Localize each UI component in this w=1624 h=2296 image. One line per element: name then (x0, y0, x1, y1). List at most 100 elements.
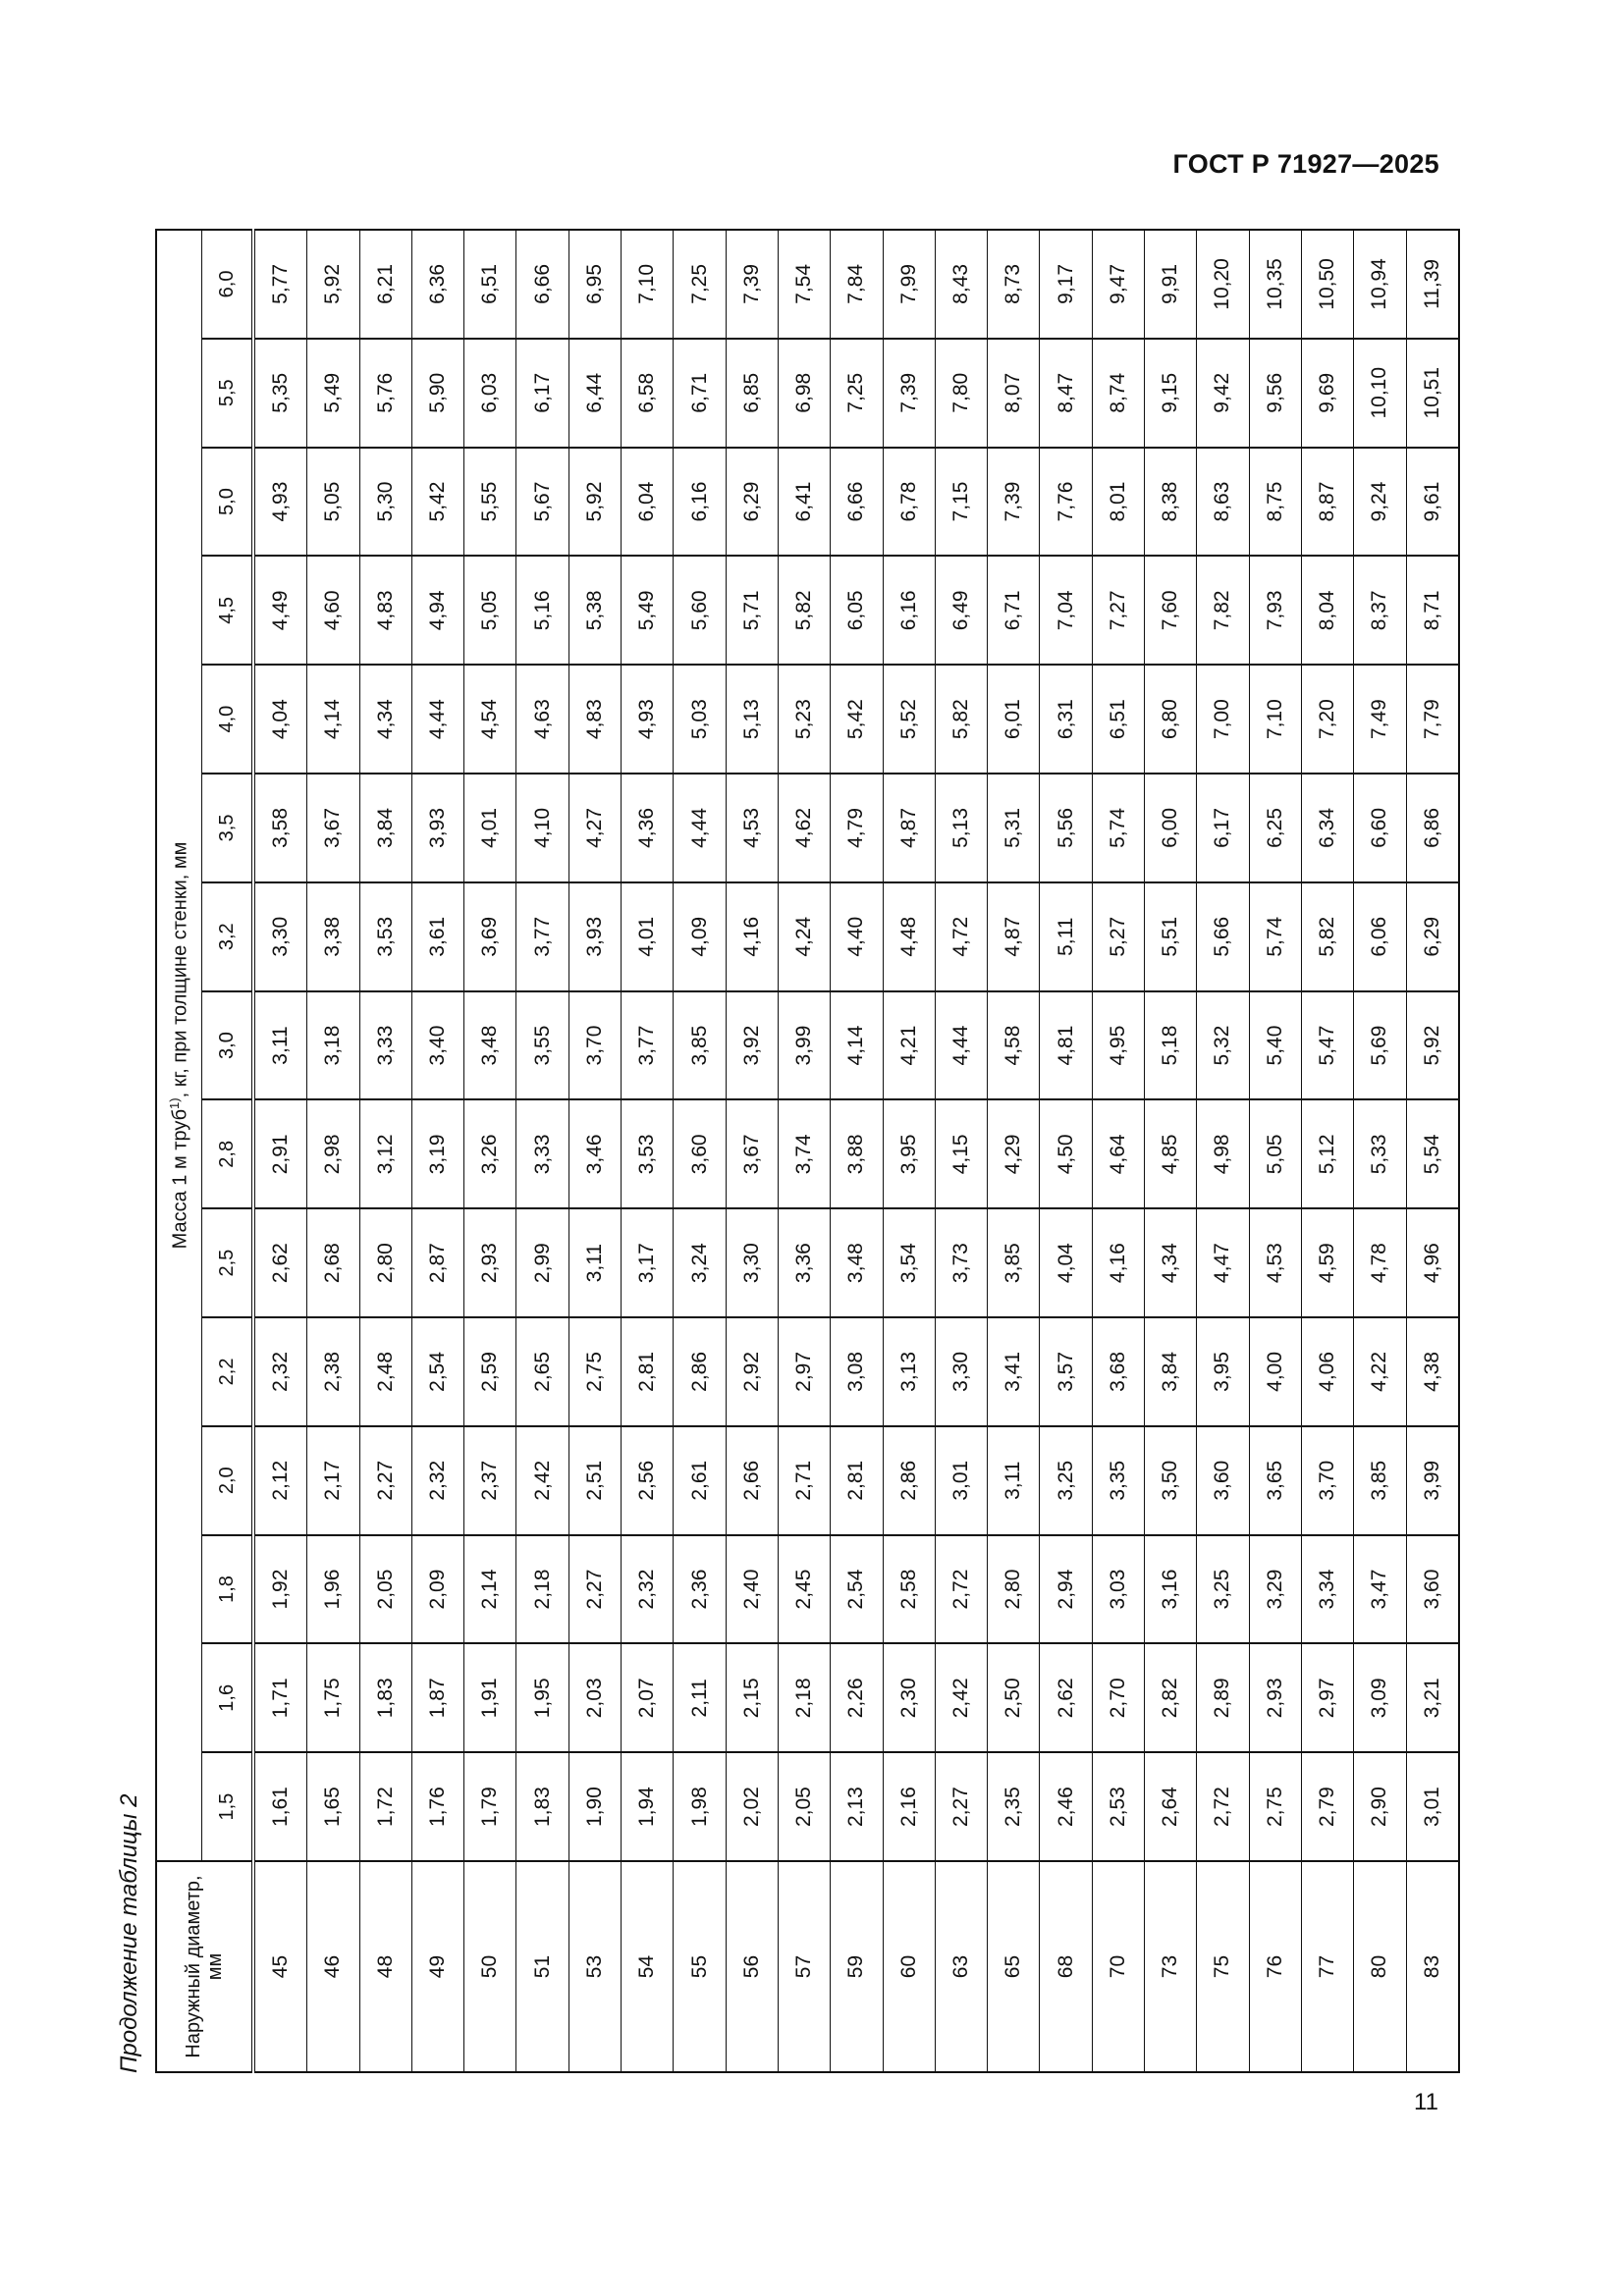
mass-cell: 2,79 (1301, 1752, 1354, 1861)
mass-cell: 7,10 (621, 230, 674, 339)
mass-cell: 2,02 (726, 1752, 779, 1861)
mass-cell: 7,99 (883, 230, 936, 339)
mass-cell: 3,99 (1406, 1425, 1459, 1535)
mass-cell: 4,94 (411, 556, 464, 666)
mass-cell: 9,56 (1249, 338, 1302, 448)
mass-cell: 3,58 (253, 774, 307, 882)
mass-cell: 5,92 (306, 230, 360, 339)
mass-cell: 4,53 (726, 774, 779, 882)
mass-cell: 3,30 (253, 881, 307, 991)
mass-cell: 6,03 (463, 338, 516, 448)
table-row: 60 2,16 2,30 2,58 2,86 3,13 3,54 3,95 4,21 4,48 4,… (883, 230, 936, 2072)
mass-cell: 5,05 (306, 447, 360, 557)
mass-cell: 5,05 (1249, 1099, 1302, 1209)
mass-cell: 2,46 (1039, 1752, 1093, 1861)
mass-cell: 3,11 (568, 1208, 622, 1318)
mass-cell: 5,49 (306, 338, 360, 448)
mass-cell: 2,81 (621, 1317, 674, 1426)
mass-cell: 8,37 (1353, 556, 1407, 666)
mass-cell: 7,25 (673, 230, 727, 339)
mass-cell: 2,56 (621, 1425, 674, 1535)
table-caption: Продолжение таблицы 2 (116, 1793, 142, 2073)
mass-cell: 10,51 (1406, 338, 1459, 448)
mass-cell: 4,04 (253, 665, 307, 774)
mass-cell: 5,33 (1353, 1099, 1407, 1209)
mass-cell: 4,24 (778, 881, 831, 991)
mass-cell: 5,67 (515, 447, 569, 557)
mass-cell: 3,67 (306, 774, 360, 882)
mass-cell: 2,38 (306, 1317, 360, 1426)
mass-cell: 2,68 (306, 1208, 360, 1318)
mass-cell: 2,91 (253, 1099, 307, 1209)
mass-cell: 1,95 (515, 1643, 569, 1753)
mass-cell: 3,47 (1353, 1534, 1407, 1644)
mass-cell: 3,48 (830, 1208, 884, 1318)
table-row: 65 2,35 2,50 2,80 3,11 3,41 3,85 4,29 4,58 4,87 5,… (987, 230, 1040, 2072)
mass-cell: 7,84 (830, 230, 884, 339)
diameter-cell: 45 (253, 1861, 307, 2072)
mass-cell: 3,74 (778, 1099, 831, 1209)
diameter-cell: 48 (359, 1861, 412, 2072)
mass-cell: 3,84 (1144, 1317, 1197, 1426)
table-row: 76 2,75 2,93 3,29 3,65 4,00 4,53 5,05 5,40 5,74 6,… (1249, 230, 1302, 2072)
mass-cell: 6,66 (515, 230, 569, 339)
mass-cell: 1,72 (359, 1752, 412, 1861)
mass-cell: 3,60 (1196, 1425, 1250, 1535)
diameter-cell: 46 (306, 1861, 360, 2072)
mass-cell: 3,01 (935, 1425, 988, 1535)
mass-cell: 2,54 (411, 1317, 464, 1426)
mass-cell: 8,71 (1406, 556, 1459, 666)
mass-cell: 2,15 (726, 1643, 779, 1753)
mass-cell: 2,64 (1144, 1752, 1197, 1861)
mass-cell: 4,01 (463, 774, 516, 882)
mass-cell: 2,66 (726, 1425, 779, 1535)
mass-cell: 5,82 (1301, 881, 1354, 991)
table-row: 50 1,79 1,91 2,14 2,37 2,59 2,93 3,26 3,48 3,69 4,… (463, 230, 516, 2072)
mass-cell: 5,13 (726, 665, 779, 774)
table-row: 83 3,01 3,21 3,60 3,99 4,38 4,96 5,54 5,92 6,29 6,… (1406, 230, 1459, 2072)
mass-cell: 3,34 (1301, 1534, 1354, 1644)
mass-cell: 6,06 (1353, 881, 1407, 991)
mass-cell: 2,59 (463, 1317, 516, 1426)
mass-cell: 6,25 (1249, 774, 1302, 882)
thickness-header-cell: 2,2 (201, 1317, 253, 1426)
thickness-header-cell: 5,0 (201, 447, 253, 557)
mass-cell: 3,95 (1196, 1317, 1250, 1426)
mass-cell: 1,87 (411, 1643, 464, 1753)
mass-cell: 3,88 (830, 1099, 884, 1209)
mass-cell: 1,71 (253, 1643, 307, 1753)
mass-cell: 7,49 (1353, 665, 1407, 774)
table-row: 54 1,94 2,07 2,32 2,56 2,81 3,17 3,53 3,77 4,01 4,… (621, 230, 674, 2072)
diameter-cell: 59 (830, 1861, 884, 2072)
mass-cell: 3,69 (463, 881, 516, 991)
mass-cell: 5,49 (621, 556, 674, 666)
thickness-header-cell: 5,5 (201, 338, 253, 448)
thickness-header-cell: 3,0 (201, 990, 253, 1100)
mass-cell: 7,82 (1196, 556, 1250, 666)
mass-cell: 2,65 (515, 1317, 569, 1426)
mass-cell: 2,53 (1092, 1752, 1145, 1861)
footnote-marker: 1) (166, 1097, 182, 1109)
mass-cell: 2,97 (778, 1317, 831, 1426)
mass-cell: 3,25 (1196, 1534, 1250, 1644)
table-row: 55 1,98 2,11 2,36 2,61 2,86 3,24 3,60 3,85 4,09 4,… (673, 230, 727, 2072)
mass-cell: 5,38 (568, 556, 622, 666)
mass-cell: 4,95 (1092, 990, 1145, 1100)
mass-cell: 4,62 (778, 774, 831, 882)
mass-cell: 2,61 (673, 1425, 727, 1535)
mass-cell: 7,60 (1144, 556, 1197, 666)
diameter-cell: 80 (1353, 1861, 1407, 2072)
mass-cell: 2,30 (883, 1643, 936, 1753)
rotated-page-content: Продолжение таблицы 2 Наружный диаметр, … (110, 229, 1460, 2073)
mass-cell: 5,42 (830, 665, 884, 774)
diameter-cell: 60 (883, 1861, 936, 2072)
mass-cell: 3,67 (726, 1099, 779, 1209)
mass-cell: 3,30 (726, 1208, 779, 1318)
mass-cell: 6,51 (1092, 665, 1145, 774)
mass-cell: 3,93 (411, 774, 464, 882)
mass-cell: 2,32 (253, 1317, 307, 1426)
mass-cell: 6,60 (1353, 774, 1407, 882)
mass-cell: 3,46 (568, 1099, 622, 1209)
diameter-cell: 49 (411, 1861, 464, 2072)
mass-cell: 5,66 (1196, 881, 1250, 991)
